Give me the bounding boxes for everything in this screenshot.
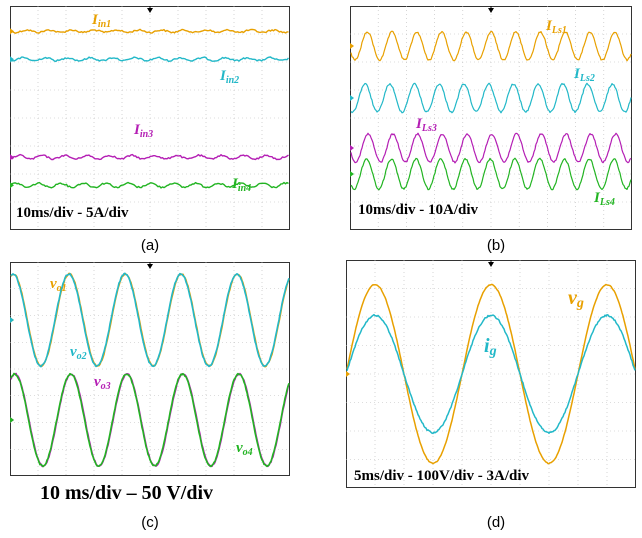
scope-d-grid <box>346 260 636 488</box>
trigger-marker-icon <box>488 262 494 267</box>
label-vo4: vo4 <box>236 440 253 458</box>
scope-b-grid <box>350 6 632 230</box>
channel-marker-3 <box>10 154 14 161</box>
channel-marker-2 <box>10 317 14 323</box>
scope-c-grid <box>10 262 290 476</box>
caption-c: (c) <box>141 514 159 531</box>
label-ig: ig <box>484 335 497 359</box>
label-ils2: ILs2 <box>573 66 595 84</box>
trace-ils1 <box>350 30 632 62</box>
trace-ils3 <box>350 132 632 164</box>
trace-iin4 <box>10 181 289 189</box>
trace-ig <box>346 313 636 435</box>
label-vo2: vo2 <box>70 344 87 362</box>
label-ils3: ILs3 <box>415 116 437 134</box>
scope-panel-c: vo1 vo2 vo3 vo4 <box>10 262 290 476</box>
channel-marker-4 <box>350 171 354 177</box>
channel-marker-2 <box>350 95 354 101</box>
scope-screen-a: Iin1 Iin2 Iin3 Iin4 10ms/div - 5A/div <box>10 6 290 230</box>
trace-ils4 <box>350 157 632 191</box>
trace-iin2 <box>10 56 290 63</box>
label-iin3: Iin3 <box>133 122 153 140</box>
scope-screen-d: vg ig 5ms/div - 100V/div - 3A/div <box>346 260 636 488</box>
caption-a: (a) <box>140 237 160 254</box>
channel-marker-4 <box>10 417 14 423</box>
channel-marker-3 <box>350 145 354 151</box>
trace-ils2 <box>350 82 632 114</box>
label-vg: vg <box>568 287 584 311</box>
channel-marker-2 <box>10 56 14 63</box>
label-iin2: Iin2 <box>219 68 239 86</box>
trace-vo4 <box>10 372 290 468</box>
scope-panel-d: vg ig 5ms/div - 100V/div - 3A/div <box>346 260 636 488</box>
trigger-marker-icon <box>147 8 153 13</box>
settings-label-c: 10 ms/div – 50 V/div <box>40 482 213 504</box>
settings-label-a: 10ms/div - 5A/div <box>16 205 129 221</box>
channel-marker-1 <box>10 28 14 35</box>
label-iin1: Iin1 <box>91 12 111 30</box>
trace-vo2 <box>10 272 290 368</box>
label-ils4: ILs4 <box>593 190 615 208</box>
scope-screen-b: ILs1 ILs2 ILs3 ILs4 10ms/div - 10A/div <box>350 6 632 230</box>
scope-panel-b: ILs1 ILs2 ILs3 ILs4 10ms/div - 10A/div <box>350 6 632 230</box>
channel-marker-1 <box>346 371 350 377</box>
trigger-marker-icon <box>488 8 494 13</box>
label-iin4: Iin4 <box>231 176 251 194</box>
trace-iin1 <box>10 28 289 34</box>
scope-a-grid <box>10 6 290 230</box>
caption-d: (d) <box>486 514 506 531</box>
caption-b: (b) <box>486 237 506 254</box>
trigger-marker-icon <box>147 264 153 269</box>
channel-marker-4 <box>10 182 14 189</box>
trace-iin3 <box>10 153 289 161</box>
label-ils1: ILs1 <box>545 18 567 36</box>
scope-panel-a: Iin1 Iin2 Iin3 Iin4 10ms/div - 5A/div <box>10 6 290 230</box>
channel-marker-1 <box>350 43 354 49</box>
settings-label-d: 5ms/div - 100V/div - 3A/div <box>354 468 530 484</box>
label-vo3: vo3 <box>94 374 111 392</box>
trace-vg <box>346 283 636 465</box>
settings-label-b: 10ms/div - 10A/div <box>358 202 479 218</box>
